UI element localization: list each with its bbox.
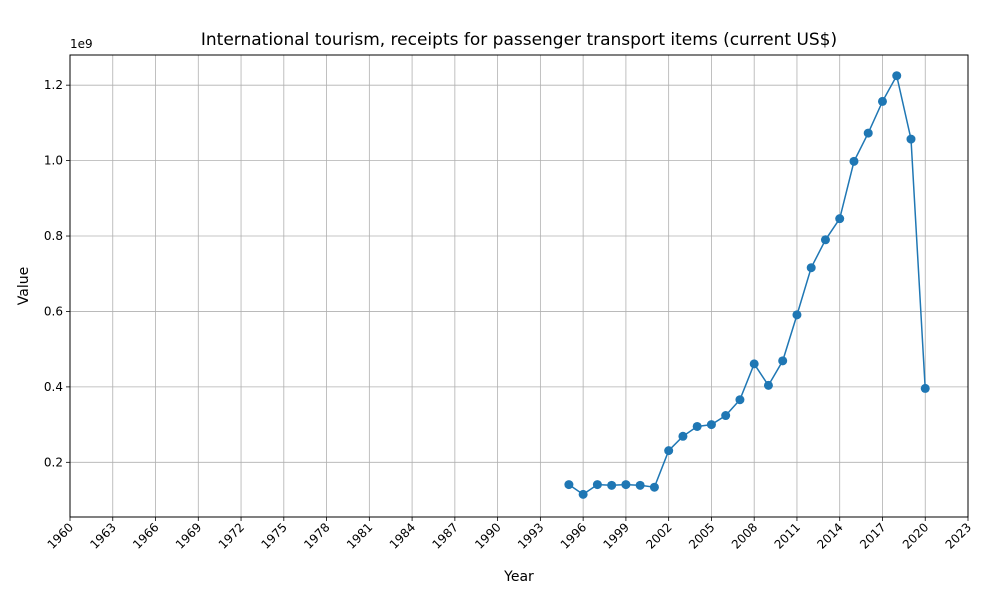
data-point [664,446,674,456]
data-point [678,431,688,441]
x-tick-label: 1993 [515,520,546,551]
x-tick-label: 1996 [558,520,589,551]
x-axis: 1960 1963 1966 1969 1972 1975 1978 1981 1984 1987… [45,517,974,552]
x-tick-label: 1963 [87,520,118,551]
data-point [763,380,773,390]
data-point [735,395,745,405]
y-tick-label: 1.2 [44,78,63,92]
x-tick-label: 1990 [472,520,503,551]
data-point [920,383,930,393]
data-point [635,480,645,490]
x-tick-label: 2008 [729,520,760,551]
data-point [607,480,617,490]
data-point [578,489,588,499]
data-point [849,156,859,166]
data-point [778,356,788,366]
x-tick-label: 2011 [772,520,803,551]
data-point [749,359,759,369]
data-point [863,128,873,138]
data-point [877,96,887,106]
y-tick-label: 0.6 [44,304,63,318]
data-point [649,482,659,492]
data-point [692,421,702,431]
x-tick-label: 1960 [45,520,76,551]
y-axis: 0.2 0.4 0.6 0.8 1.0 1.2 [44,78,70,469]
y-offset-label: 1e9 [70,37,93,51]
y-tick-label: 0.4 [44,380,63,394]
data-point [792,310,802,320]
x-axis-label: Year [503,569,534,585]
plot-frame [69,54,969,518]
y-tick-label: 1.0 [44,154,63,168]
x-tick-label: 1984 [387,520,418,551]
data-point [621,480,631,490]
x-tick-label: 2017 [857,520,888,551]
x-tick-label: 2002 [643,520,674,551]
y-tick-label: 0.2 [44,455,63,469]
data-point [835,214,845,224]
data-point [592,480,602,490]
data-point [564,480,574,490]
x-tick-label: 1978 [301,520,332,551]
x-tick-label: 1972 [216,520,247,551]
data-point [820,235,830,245]
series-line [568,73,926,496]
y-tick-label: 0.8 [44,229,63,243]
x-tick-label: 1981 [344,520,375,551]
y-axis-label: Value [16,267,32,305]
x-tick-label: 1966 [130,520,161,551]
data-point [906,134,916,144]
x-tick-label: 1987 [429,520,460,551]
x-tick-label: 1975 [258,520,289,551]
chart-title: International tourism, receipts for pass… [201,30,837,50]
x-tick-label: 1999 [601,520,632,551]
x-tick-label: 2005 [686,520,717,551]
x-tick-label: 1969 [173,520,204,551]
data-point [892,71,902,81]
data-point [721,411,731,421]
x-tick-label: 2023 [943,520,974,551]
data-point [706,420,716,430]
grid [69,55,969,517]
x-tick-label: 2020 [900,520,931,551]
data-point [806,263,816,273]
series [564,71,930,499]
x-tick-label: 2014 [814,520,845,551]
